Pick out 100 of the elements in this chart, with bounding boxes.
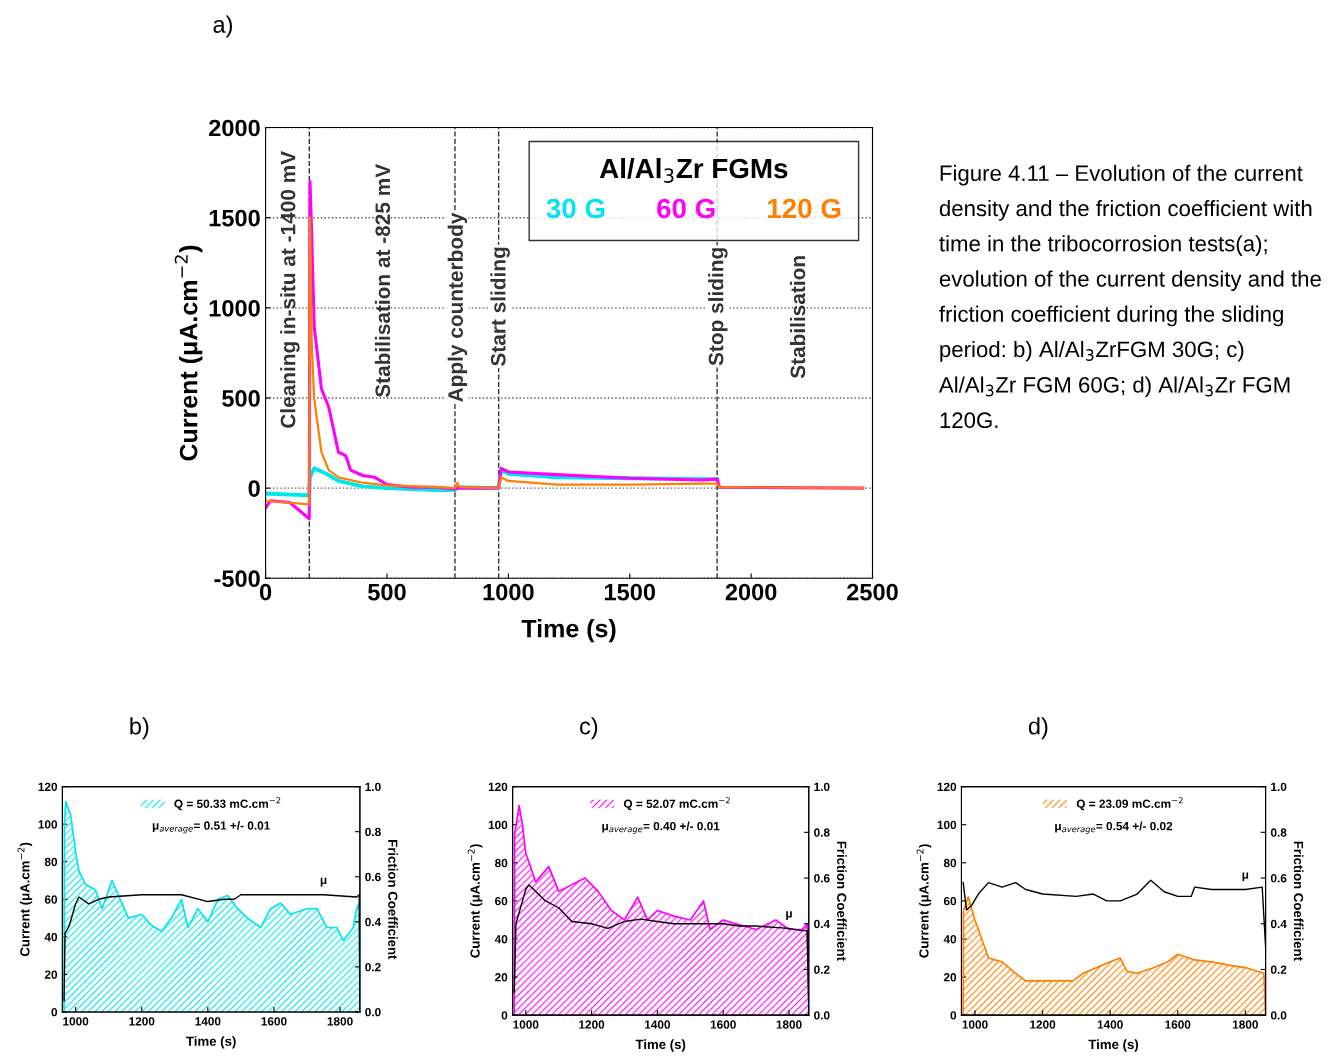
series-label: μ xyxy=(1242,872,1249,882)
y-tick-label: 120 xyxy=(38,782,58,792)
y-tick-label: 60 xyxy=(44,895,58,904)
text: Figure 4.11 – Evolution of the current density and the friction coefficient with time in the tribocorrosion tests(a); evolution of the current density and the friction coefficient during the sliding period: b) Al/Al$_{3}$ZrFGM 30G; c) Al/Al$_{3}$Zr FGM 60G; d) Al/Al$_{3}$Zr FGM 120G. xyxy=(938,164,1321,429)
y-tick-label: 0 xyxy=(950,1011,957,1020)
text: 120 G xyxy=(768,198,841,219)
y-axis-title: Current (μA.cm$^{−2}$) xyxy=(174,245,203,461)
y-tick-label: 120 xyxy=(937,782,957,792)
x-axis-title: Time (s) xyxy=(186,1036,236,1049)
y-tick-label: 20 xyxy=(495,973,508,982)
x-tick-label: 1500 xyxy=(604,583,656,601)
y2-tick-label: 0.2 xyxy=(365,962,381,972)
legend-label: Q = 52.07 mC.cm$^{−2}$ xyxy=(623,797,730,811)
x-tick-label: 1800 xyxy=(776,1020,802,1029)
y-tick-label: -500 xyxy=(214,570,260,588)
legend-label: Q = 23.09 mC.cm$^{−2}$ xyxy=(1076,797,1183,811)
annotation: Apply counterbody xyxy=(447,212,468,402)
y-tick-label: 20 xyxy=(44,970,58,979)
x-tick-label: 1400 xyxy=(645,1020,671,1029)
text: 30 G xyxy=(546,198,605,219)
y-tick-label: 60 xyxy=(495,896,508,906)
y-tick-label: 80 xyxy=(494,858,508,868)
y-tick-label: 0 xyxy=(501,1011,508,1020)
y-tick-label: 80 xyxy=(44,857,58,867)
x-tick-label: 1000 xyxy=(962,1020,988,1029)
y-tick-label: 80 xyxy=(943,858,957,868)
y2-tick-label: 1.0 xyxy=(1271,782,1287,792)
y2-tick-label: 0.0 xyxy=(365,1008,381,1017)
x-axis-title: Time (s) xyxy=(635,1039,686,1052)
y2-tick-label: 0.6 xyxy=(365,872,381,882)
x-tick-label: 2000 xyxy=(725,583,777,601)
y-tick-label: 60 xyxy=(943,896,957,906)
y2-tick-label: 1.0 xyxy=(814,782,830,792)
annotation: Cleaning in-situ at -1400 mV xyxy=(280,151,300,428)
legend-title: Al/Al$_{3}$Zr FGMs xyxy=(599,157,788,183)
y2-tick-label: 0.8 xyxy=(365,827,381,837)
annotation: Stabilisation at -825 mV xyxy=(374,164,391,398)
text: c) xyxy=(580,717,598,740)
y2-tick-label: 1.0 xyxy=(365,782,381,792)
y-tick-label: 100 xyxy=(38,820,58,829)
annotation: Start sliding xyxy=(490,247,510,366)
x-tick-label: 0 xyxy=(259,583,272,601)
y2-tick-label: 0.0 xyxy=(1270,1011,1287,1020)
x-tick-label: 1600 xyxy=(261,1017,287,1026)
annotation: μ$_{average}$= 0.54 +/- 0.02 xyxy=(1055,821,1173,834)
y-tick-label: 40 xyxy=(943,935,957,944)
x-tick-label: 1200 xyxy=(129,1017,155,1026)
y2-axis-title: Friction Coefficient xyxy=(388,840,398,960)
series-label: μ xyxy=(320,877,327,887)
x-tick-label: 1800 xyxy=(1232,1020,1258,1029)
x-tick-label: 500 xyxy=(368,583,406,601)
y-tick-label: 500 xyxy=(222,390,260,407)
y-tick-label: 20 xyxy=(943,973,957,982)
x-tick-label: 1200 xyxy=(1030,1020,1056,1029)
x-tick-label: 1600 xyxy=(1165,1020,1191,1029)
y-tick-label: 1000 xyxy=(209,299,260,317)
y2-axis-title: Friction Coefficient xyxy=(837,841,847,961)
annotation: μ$_{average}$= 0.40 +/- 0.01 xyxy=(602,821,720,834)
y-tick-label: 40 xyxy=(44,932,58,942)
y-tick-label: 100 xyxy=(937,820,957,830)
x-tick-label: 1000 xyxy=(63,1017,89,1026)
y2-tick-label: 0.8 xyxy=(814,828,830,837)
annotation: Stop sliding xyxy=(708,248,728,366)
y-tick-label: 0 xyxy=(51,1008,58,1017)
y-tick-label: 120 xyxy=(488,782,508,792)
x-axis-title: Time (s) xyxy=(1088,1039,1139,1052)
annotation: μ$_{average}$= 0.51 +/- 0.01 xyxy=(152,821,270,834)
y-axis-title: Current (μA.cm$^{−2}$) xyxy=(17,842,33,957)
x-tick-label: 1400 xyxy=(1097,1020,1123,1029)
y-tick-label: 100 xyxy=(488,820,508,830)
text: a) xyxy=(213,15,233,38)
annotation: Stabilisation xyxy=(789,256,806,379)
x-tick-label: 1400 xyxy=(195,1017,221,1026)
y2-tick-label: 0.2 xyxy=(814,965,830,974)
text: b) xyxy=(130,717,149,740)
y2-tick-label: 0.2 xyxy=(1270,965,1287,974)
x-tick-label: 1600 xyxy=(710,1020,736,1029)
y2-axis-title: Friction Coefficient xyxy=(1293,841,1304,961)
y-axis-title: Current (μA.cm$^{−2}$) xyxy=(916,844,932,958)
text: d) xyxy=(1028,717,1048,740)
x-tick-label: 1000 xyxy=(513,1020,539,1029)
y-tick-label: 40 xyxy=(494,935,508,944)
series-label: μ xyxy=(786,911,792,920)
y2-tick-label: 0.6 xyxy=(814,874,830,883)
y2-tick-label: 0.4 xyxy=(814,919,830,929)
y-tick-label: 0 xyxy=(248,480,260,497)
y-axis-title: Current (μA.cm$^{−2}$) xyxy=(467,844,483,958)
x-tick-label: 1800 xyxy=(327,1017,353,1026)
x-tick-label: 2500 xyxy=(847,583,898,601)
text: 60 G xyxy=(657,198,715,219)
legend-label: Q = 50.33 mC.cm$^{−2}$ xyxy=(174,797,281,811)
y2-tick-label: 0.6 xyxy=(1270,874,1287,883)
y-tick-label: 2000 xyxy=(209,119,260,137)
x-axis-title: Time (s) xyxy=(521,619,616,643)
x-tick-label: 1200 xyxy=(579,1020,605,1029)
y2-tick-label: 0.0 xyxy=(814,1011,830,1020)
y2-tick-label: 0.4 xyxy=(1270,919,1287,929)
y2-tick-label: 0.8 xyxy=(1270,828,1287,837)
y2-tick-label: 0.4 xyxy=(365,917,382,927)
y-tick-label: 1500 xyxy=(209,209,260,227)
